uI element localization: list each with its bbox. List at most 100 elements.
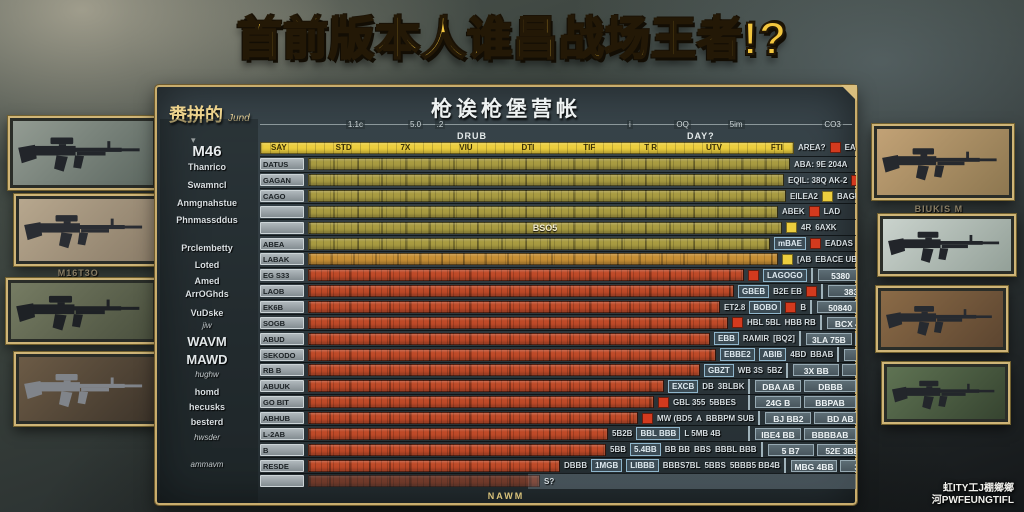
weapon-image-frame <box>877 129 1009 195</box>
row-annotation: ABA: 9E 204A <box>794 159 848 169</box>
weapon-card-left-3[interactable] <box>6 278 158 344</box>
row-annotation: L 5MB 4B <box>684 429 721 439</box>
row-values: DBA AB DBBB <box>748 378 856 394</box>
table-row[interactable]: EG S33 LAGOGO5380EEK6EAB <box>260 266 856 283</box>
bar-text-segments: SAY STD 7X VIU DTI TIF T R UTV FTI <box>261 143 793 152</box>
panel-footer-label: NAWM <box>487 491 525 501</box>
row-annotation: [BQ2] <box>773 334 795 344</box>
weapon-name-label: VuDske <box>190 308 224 318</box>
red-chip-icon <box>806 285 818 297</box>
row-annotation: 5BBS <box>704 461 726 471</box>
red-chip-icon <box>851 174 856 186</box>
weapon-name-label: hwsder <box>194 433 220 442</box>
row-annotation: A <box>696 413 702 423</box>
row-label-cell: CAGO <box>260 190 304 202</box>
stat-bar <box>308 205 778 218</box>
stat-bar: BSO5 <box>308 221 782 234</box>
weapon-name-label: hecusks <box>188 402 226 412</box>
weapon-name-column: M46 Thanrico Swamncl Anmgnahstue Phnmassddus… <box>157 87 257 503</box>
axis-tick-label: OQ <box>674 120 691 129</box>
weapon-card-right-4[interactable] <box>882 362 1010 424</box>
weapon-card-right-1[interactable] <box>872 124 1014 200</box>
axis-tick-label: .2 <box>434 120 446 129</box>
table-row[interactable]: LABAK [AB EBACE UB <box>260 251 856 267</box>
stat-bar <box>308 158 790 171</box>
row-label-cell: L-2AB <box>260 427 304 440</box>
stat-bar <box>308 237 770 250</box>
row-label-cell: SEKODO <box>260 348 304 361</box>
stat-bar <box>308 396 654 409</box>
row-annotation-box: GBEB <box>738 284 770 298</box>
row-label-cell: SOGB <box>260 316 304 329</box>
row-values: MBG 4BB3DBK <box>784 458 856 474</box>
weapon-card-left-1[interactable] <box>8 116 158 190</box>
bar-text: STD <box>335 143 352 153</box>
table-row[interactable]: ABUUK EXCB DB 3BLBK DBA AB DBBB <box>260 377 856 394</box>
table-row[interactable]: L-2AB 5B2B BBL BBB L 5MB 4B IBE4 BB BBBBAB <box>260 425 856 442</box>
table-row[interactable]: CAGO EILEA2 BAGEABD <box>260 187 856 204</box>
table-row[interactable]: BSO5 4R 6AXK <box>260 219 856 235</box>
row-values: 3X BBHMB <box>786 363 856 378</box>
row-annotation: S? <box>544 476 555 486</box>
row-label-cell: LABAK <box>260 253 304 266</box>
row-label-cell: EG S33 <box>260 269 304 282</box>
table-row[interactable]: SEKODO EBBE2ABIB4BDBBABHBIBBL ABE <box>260 346 856 363</box>
stat-bar <box>308 364 700 377</box>
weapon-card-left-4[interactable] <box>14 352 160 426</box>
watermark-line1: 虹ITY工J棚鄉鄉 <box>942 483 1014 494</box>
row-values: IBE4 BB BBBBAB <box>748 426 856 442</box>
table-row[interactable]: ABEA mBAE EADAS <box>260 235 856 251</box>
weapon-card-right-3[interactable] <box>876 286 1008 352</box>
weapon-name-label: MAWD <box>186 352 228 367</box>
row-values: 24G B BBPAB <box>748 394 856 410</box>
weapon-card-label: M16T3O <box>57 268 99 278</box>
red-chip-icon <box>732 317 743 329</box>
stat-bar <box>308 285 734 298</box>
table-row[interactable]: S? <box>260 473 856 489</box>
axis-tick-label: CO3 <box>822 120 843 129</box>
weapon-card-right-2[interactable] <box>878 214 1016 276</box>
row-annotation-box: EBB <box>714 332 739 346</box>
axis-sub-label-right: DAY? <box>687 131 715 141</box>
weapon-card-left-2[interactable] <box>14 194 160 266</box>
axis-sub-label-left: DRUB <box>457 131 487 141</box>
row-annotation-box: ABIB <box>758 348 787 362</box>
row-annotation: BBS <box>694 445 711 455</box>
table-row[interactable]: SAY STD 7X VIU DTI TIF T R UTV FTI AREA? EA <box>260 140 856 156</box>
table-row[interactable]: ABHUB MW (BD5 A BBBPM SUB BJ BB2 BD AB <box>260 409 856 426</box>
row-annotation: MW (BD5 <box>657 413 693 423</box>
row-annotation: 5BBES <box>709 397 736 407</box>
row-values: BJ BB2 BD AB <box>758 410 856 426</box>
weapon-card-label: BIUKIS M <box>914 204 964 214</box>
name-column-background <box>160 119 258 503</box>
row-label-cell <box>260 475 304 488</box>
value-cell: DBBB <box>804 380 856 393</box>
table-row[interactable]: DATUS ABA: 9E 204A <box>260 155 856 172</box>
axis-tick-label: i <box>627 120 633 129</box>
stat-bar <box>308 475 540 488</box>
row-annotation: EQIL: 38Q AK-2 <box>788 175 848 185</box>
row-annotation: BB BB <box>664 445 691 455</box>
table-row[interactable]: RESDE DBBB 1MGB LIBBB BBBS7BL 5BBS 5BBB5 BB4B M… <box>260 457 856 474</box>
row-label-cell: ABUUK <box>260 380 304 393</box>
gold-chip-icon <box>786 222 797 234</box>
table-row[interactable]: ABEK LAD <box>260 203 856 219</box>
weapon-name-label: ArrOGhds <box>185 289 229 299</box>
row-annotation: EBACE UB <box>815 254 856 264</box>
value-cell: 383 <box>828 285 856 298</box>
table-row[interactable]: GO BIT GBL 355 5BBES 24G B BBPAB <box>260 393 856 410</box>
watermark: 虹ITY工J棚鄉鄉 河PWFEUNGTIFL <box>932 483 1014 506</box>
weapon-image-frame <box>881 291 1003 347</box>
weapon-image-frame <box>19 357 155 421</box>
row-annotation-box: EXCB <box>668 379 699 393</box>
stat-bar <box>308 380 664 393</box>
bar-text: T R <box>644 143 658 153</box>
